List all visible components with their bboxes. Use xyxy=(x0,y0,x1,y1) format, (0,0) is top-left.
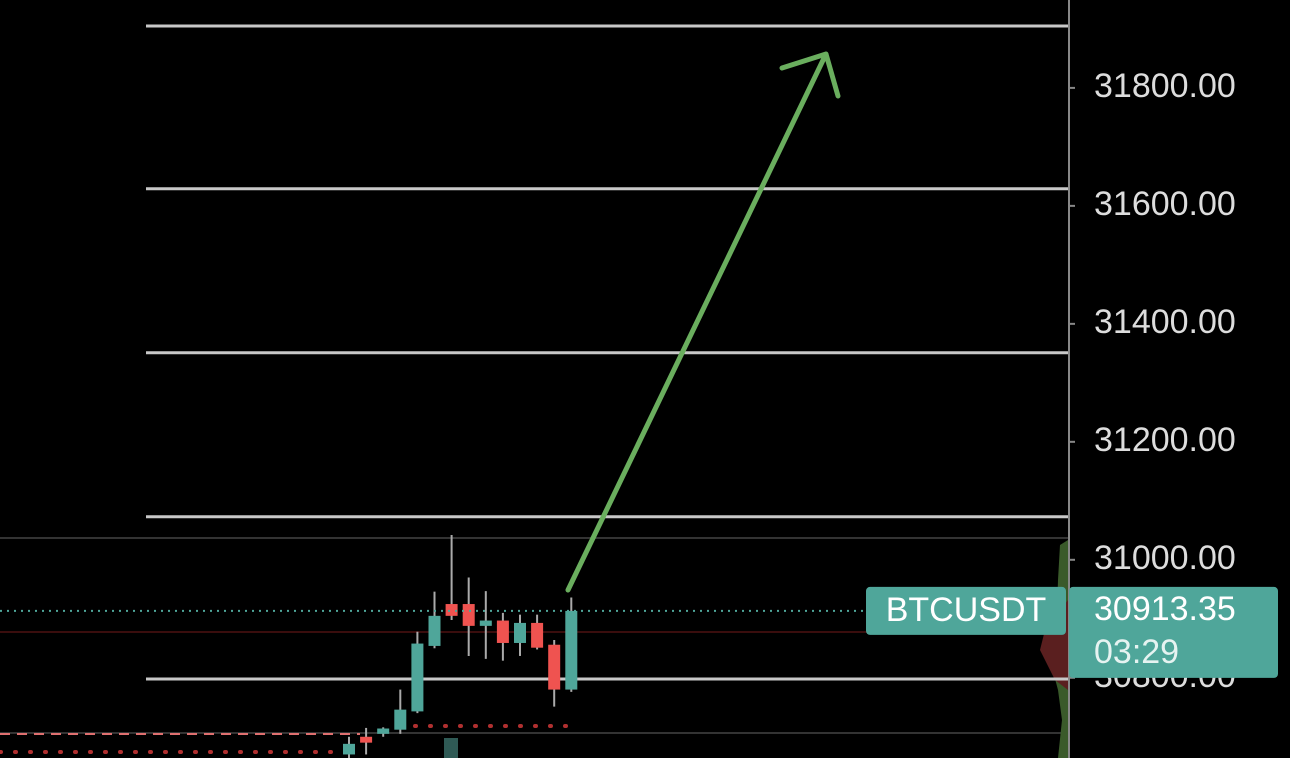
trend-arrow xyxy=(565,51,841,593)
candles xyxy=(343,535,578,758)
candle-body xyxy=(343,743,355,755)
reference-lines xyxy=(146,24,1068,681)
candle-body xyxy=(565,610,578,690)
candle-body xyxy=(462,604,475,626)
countdown: 03:29 xyxy=(1094,633,1179,671)
price-badge xyxy=(1069,586,1278,678)
last-price: 30913.35 xyxy=(1094,590,1236,628)
candle-body xyxy=(377,728,390,734)
candle-body xyxy=(548,644,561,690)
candle-body xyxy=(514,622,526,643)
candle-body xyxy=(411,643,424,712)
volume-bar xyxy=(444,738,458,758)
y-tick-label: 31400.00 xyxy=(1094,303,1236,341)
candle-body xyxy=(531,622,544,648)
candle-body xyxy=(445,604,458,616)
y-tick-label: 31000.00 xyxy=(1094,539,1236,577)
symbol: BTCUSDT xyxy=(886,591,1047,629)
y-tick-label: 31600.00 xyxy=(1094,185,1236,223)
y-tick-label: 31200.00 xyxy=(1094,421,1236,459)
candle-body xyxy=(428,615,441,646)
candle-body xyxy=(360,736,373,743)
y-tick-label: 31800.00 xyxy=(1094,67,1236,105)
candle-body xyxy=(479,620,492,626)
symbol-badge xyxy=(866,586,1066,635)
candle-body xyxy=(394,709,407,730)
candle-body xyxy=(496,620,509,643)
